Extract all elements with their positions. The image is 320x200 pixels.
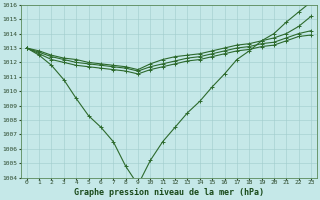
X-axis label: Graphe pression niveau de la mer (hPa): Graphe pression niveau de la mer (hPa) <box>74 188 264 197</box>
